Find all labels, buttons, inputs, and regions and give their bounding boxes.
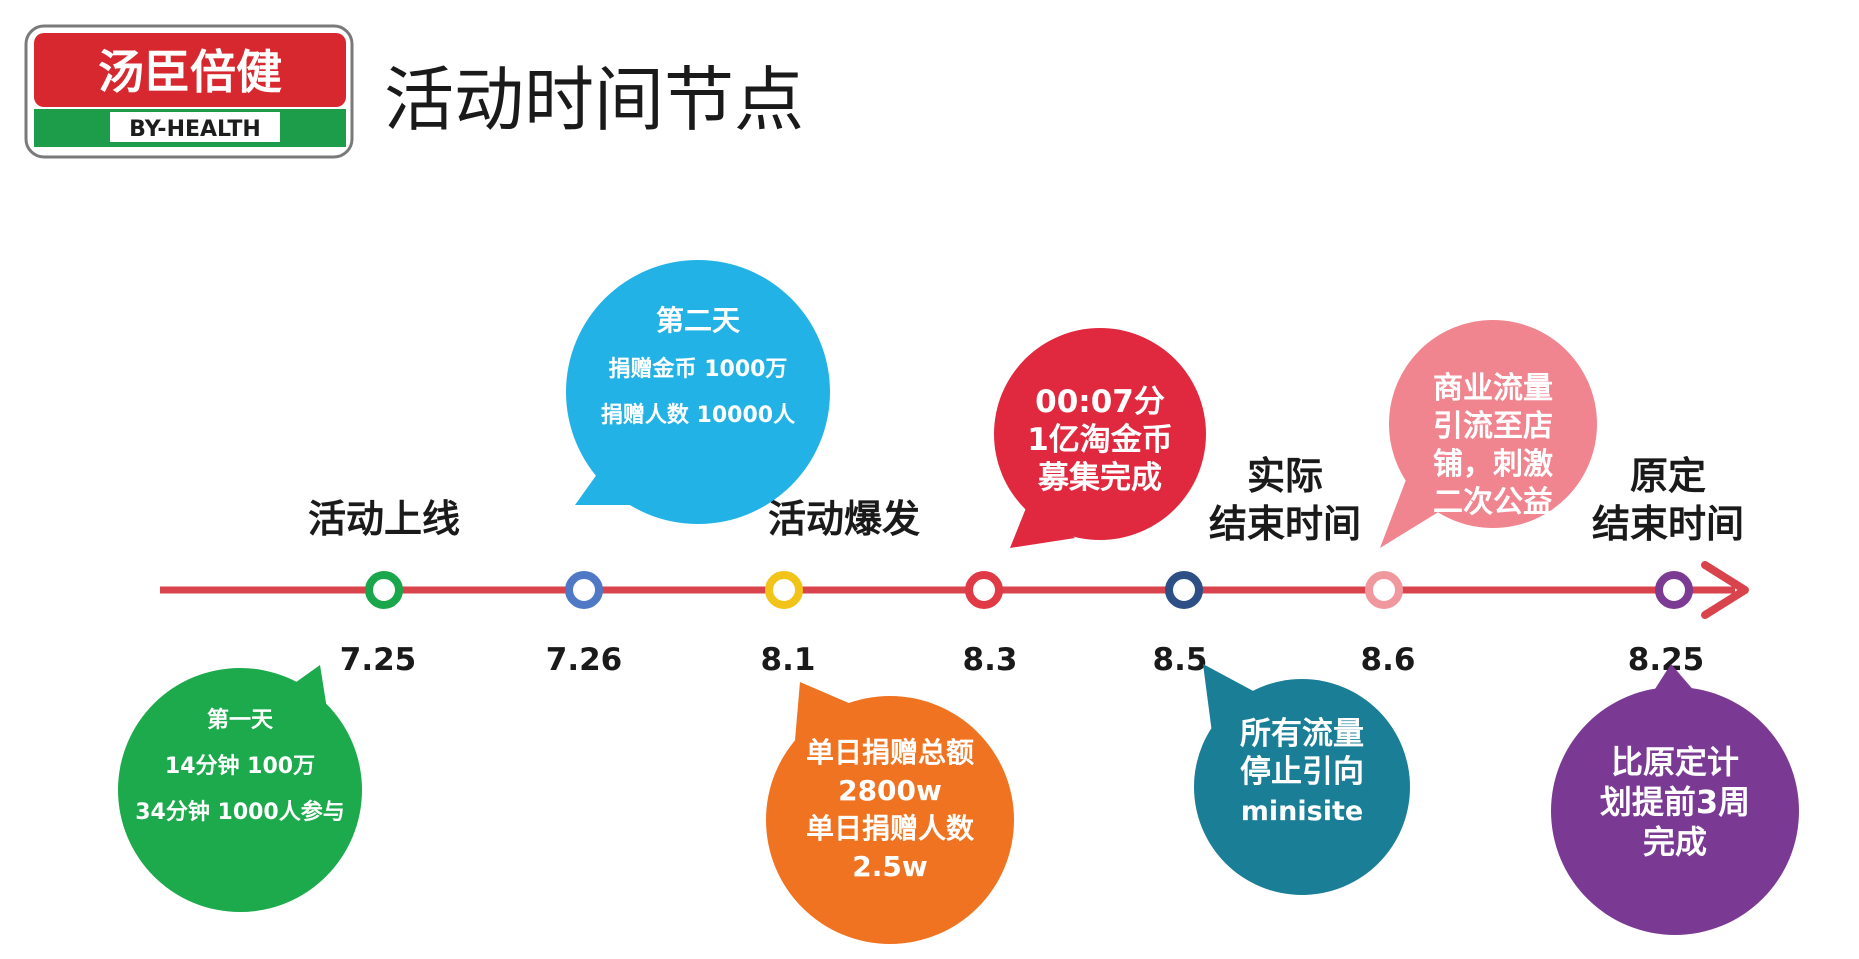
date-label-7-25: 7.25 [340,642,417,678]
event-label-1-line-0: 活动爆发 [768,497,920,541]
bubble-day-two-line-0: 第二天 [656,304,740,337]
event-label-3-line-1: 结束时间 [1592,502,1744,546]
page-title: 活动时间节点 [384,59,804,141]
bubble-day-one-line-2: 34分钟 1000人参与 [135,799,345,825]
bubble-ahead-schedule-line-2: 完成 [1643,823,1707,861]
bubble-ahead-schedule-line-1: 划提前3周 [1600,783,1750,821]
milestone-ring-8-25 [1655,571,1693,609]
bubble-fundraise-done-line-2: 募集完成 [1037,460,1162,496]
event-label-3-line-0: 原定 [1630,454,1706,498]
event-label-2-line-0: 实际 [1247,454,1323,498]
bubble-tail-commerce-traffic [1380,464,1445,548]
bubble-circle-day-one [118,668,362,912]
bubble-traffic-stop-line-0: 所有流量 [1240,716,1364,752]
bubble-day-one-line-1: 14分钟 100万 [165,753,315,779]
bubble-day-one-line-0: 第一天 [207,707,274,733]
date-label-8-5: 8.5 [1153,642,1208,678]
milestone-ring-8-3 [965,571,1003,609]
bubble-circle-traffic-stop [1194,679,1410,895]
bubble-circle-commerce-traffic [1389,320,1597,528]
bubble-commerce-traffic-line-1: 引流至店 [1433,409,1553,444]
bubble-daily-donation-line-1: 2800w [838,774,942,807]
logo-english-text: BY-HEALTH [129,117,261,142]
bubble-fundraise-done-line-0: 00:07分 [1035,384,1165,420]
bubble-day-two-line-1: 捐赠金币 1000万 [609,356,788,382]
bubble-day-one: 第一天 14分钟 100万 34分钟 1000人参与 [118,665,362,912]
bubble-daily-donation-line-2: 单日捐赠人数 [806,812,975,845]
bubble-circle-ahead-schedule [1551,687,1799,935]
logo-chinese-text: 汤臣倍健 [98,45,282,99]
bubble-commerce-traffic-line-0: 商业流量 [1433,371,1553,406]
bubble-tail-traffic-stop [1203,664,1270,733]
date-label-8-3: 8.3 [963,642,1018,678]
bubble-circle-day-two [566,260,830,524]
by-health-logo: 汤臣倍健 BY-HEALTH [24,24,354,159]
bubble-day-two-line-2: 捐赠人数 10000人 [601,402,795,428]
bubble-commerce-traffic-line-2: 铺，刺激 [1433,447,1553,482]
milestone-markers [365,571,1693,609]
date-label-7-26: 7.26 [546,642,623,678]
bubble-daily-donation: 单日捐赠总额 2800w 单日捐赠人数 2.5w [766,682,1014,944]
bubble-traffic-stop-line-2: minisite [1241,796,1363,827]
milestone-ring-8-1 [765,571,803,609]
event-label-0-line-0: 活动上线 [308,497,460,541]
timeline-arrowhead [1701,561,1749,619]
bubble-circle-fundraise-done [994,328,1206,540]
bubble-commerce-traffic-line-3: 二次公益 [1433,485,1553,520]
milestone-ring-7-26 [565,571,603,609]
date-labels: 7.25 7.26 8.1 8.3 8.5 8.6 8.25 [340,642,1705,678]
bubble-daily-donation-line-3: 2.5w [852,850,927,883]
bubble-traffic-stop-line-1: 停止引向 [1240,754,1364,790]
bubble-ahead-schedule-line-0: 比原定计 [1611,743,1739,781]
milestone-ring-8-5 [1165,571,1203,609]
bubble-circle-daily-donation [766,696,1014,944]
milestone-ring-7-25 [365,571,403,609]
bubble-daily-donation-line-0: 单日捐赠总额 [806,736,974,769]
date-label-8-1: 8.1 [761,642,816,678]
bubble-fundraise-done-line-1: 1亿淘金币 [1027,422,1173,458]
event-label-2-line-1: 结束时间 [1209,502,1361,546]
date-label-8-6: 8.6 [1361,642,1416,678]
milestone-ring-8-6 [1365,571,1403,609]
